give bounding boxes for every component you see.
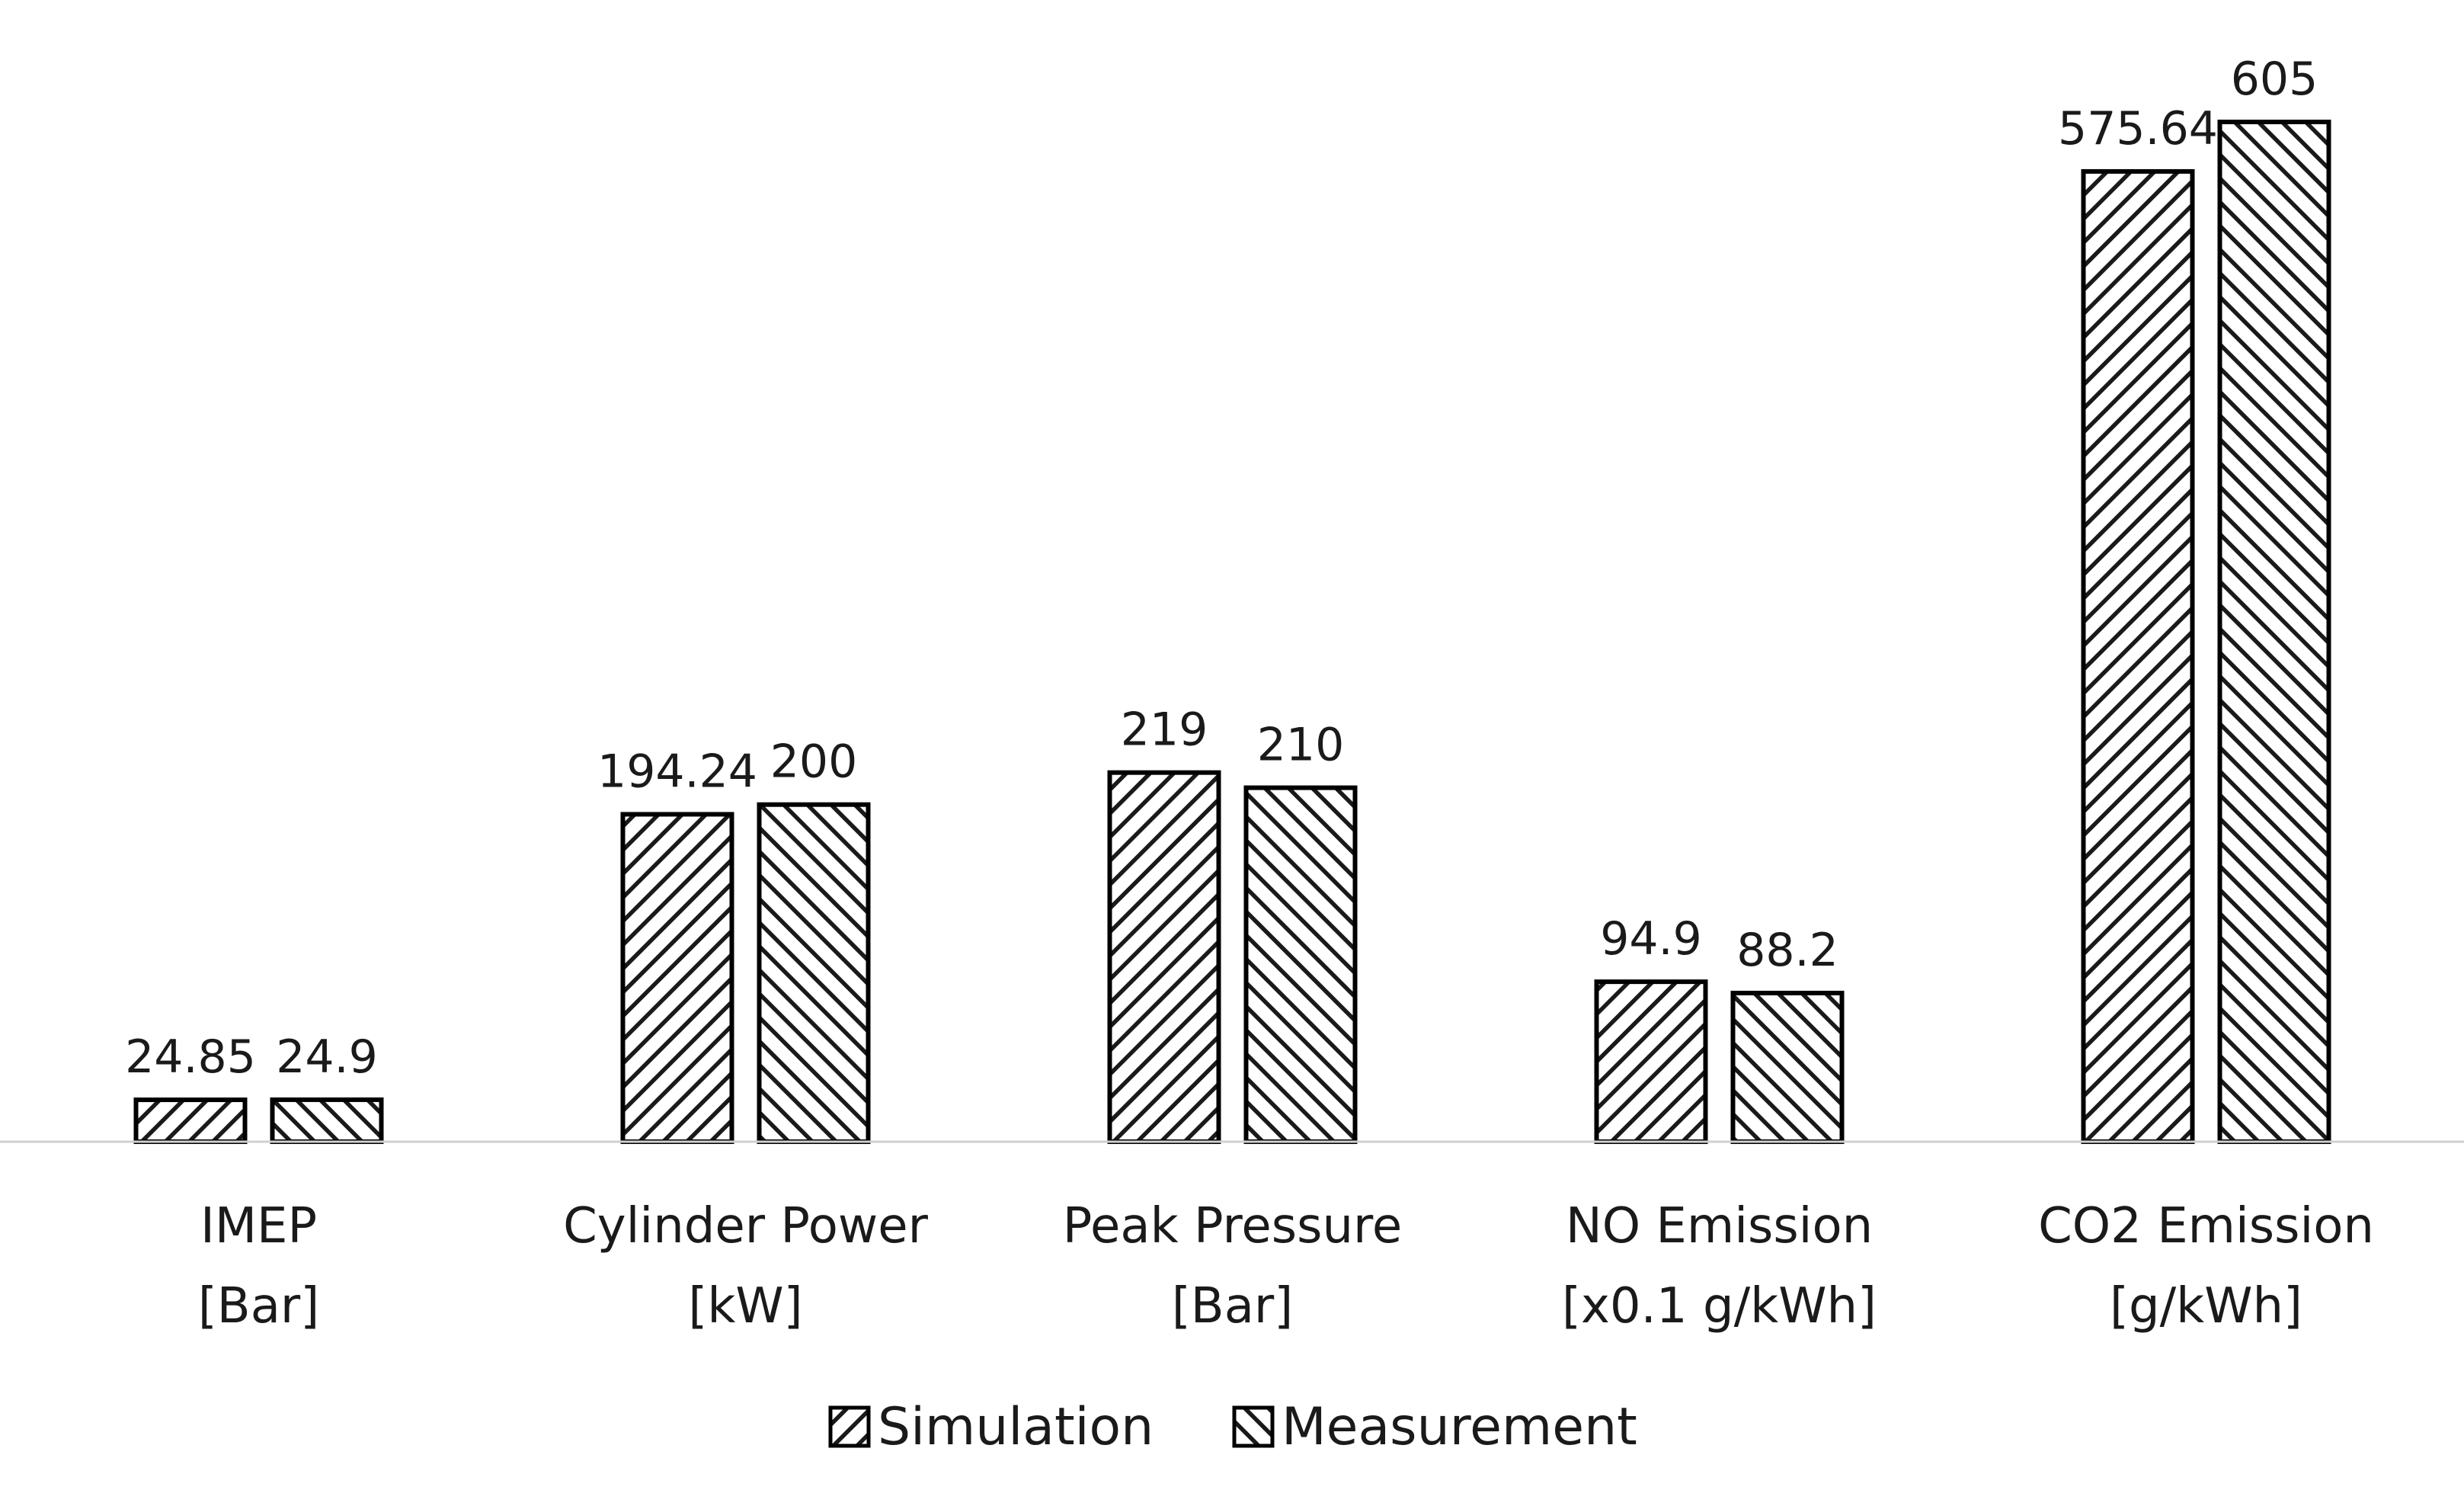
data-label-measurement-1: 200	[770, 735, 858, 789]
bar-simulation-3	[1594, 979, 1708, 1144]
bar-measurement-0	[270, 1097, 384, 1144]
bar-simulation-1	[620, 812, 734, 1144]
bar-measurement-2	[1243, 785, 1358, 1144]
legend-label-simulation: Simulation	[878, 1397, 1154, 1457]
category-label-3-line1: NO Emission	[1566, 1198, 1873, 1254]
legend-label-measurement: Measurement	[1282, 1397, 1637, 1457]
legend: Simulation Measurement	[828, 1397, 1637, 1457]
data-label-measurement-0: 24.9	[276, 1030, 378, 1084]
bar-measurement-1	[757, 802, 871, 1144]
legend-swatch-simulation	[828, 1405, 871, 1448]
legend-swatch-measurement	[1232, 1405, 1275, 1448]
bar-simulation-2	[1107, 770, 1221, 1145]
data-label-measurement-4: 605	[2231, 53, 2318, 106]
data-label-simulation-2: 219	[1121, 703, 1208, 757]
data-label-simulation-0: 24.85	[125, 1030, 256, 1084]
data-label-measurement-2: 210	[1257, 719, 1345, 772]
bar-measurement-4	[2217, 120, 2331, 1144]
category-label-4-line1: CO2 Emission	[2038, 1198, 2374, 1254]
bar-simulation-0	[133, 1097, 248, 1144]
category-label-0-line2: [Bar]	[198, 1278, 319, 1335]
bar-simulation-4	[2081, 168, 2195, 1144]
data-label-simulation-4: 575.64	[2058, 102, 2218, 155]
category-label-2-line1: Peak Pressure	[1063, 1198, 1403, 1254]
data-label-simulation-1: 194.24	[597, 745, 757, 798]
category-label-1-line1: Cylinder Power	[563, 1198, 929, 1254]
category-label-1-line2: [kW]	[688, 1278, 802, 1335]
data-label-measurement-3: 88.2	[1736, 924, 1838, 977]
bar-measurement-3	[1730, 990, 1845, 1144]
category-labels: IMEP [Bar] Cylinder Power [kW] Peak Pressure…	[198, 1198, 2374, 1335]
category-label-0-line1: IMEP	[200, 1198, 317, 1254]
category-label-2-line2: [Bar]	[1172, 1278, 1293, 1335]
data-label-simulation-3: 94.9	[1600, 912, 1702, 966]
category-label-3-line2: [x0.1 g/kWh]	[1562, 1278, 1877, 1335]
plot-area: 24.85 24.9 194.24 200 219 210 94.9 88.2 575.6460…	[125, 53, 2331, 1145]
category-label-4-line2: [g/kWh]	[2110, 1278, 2302, 1335]
